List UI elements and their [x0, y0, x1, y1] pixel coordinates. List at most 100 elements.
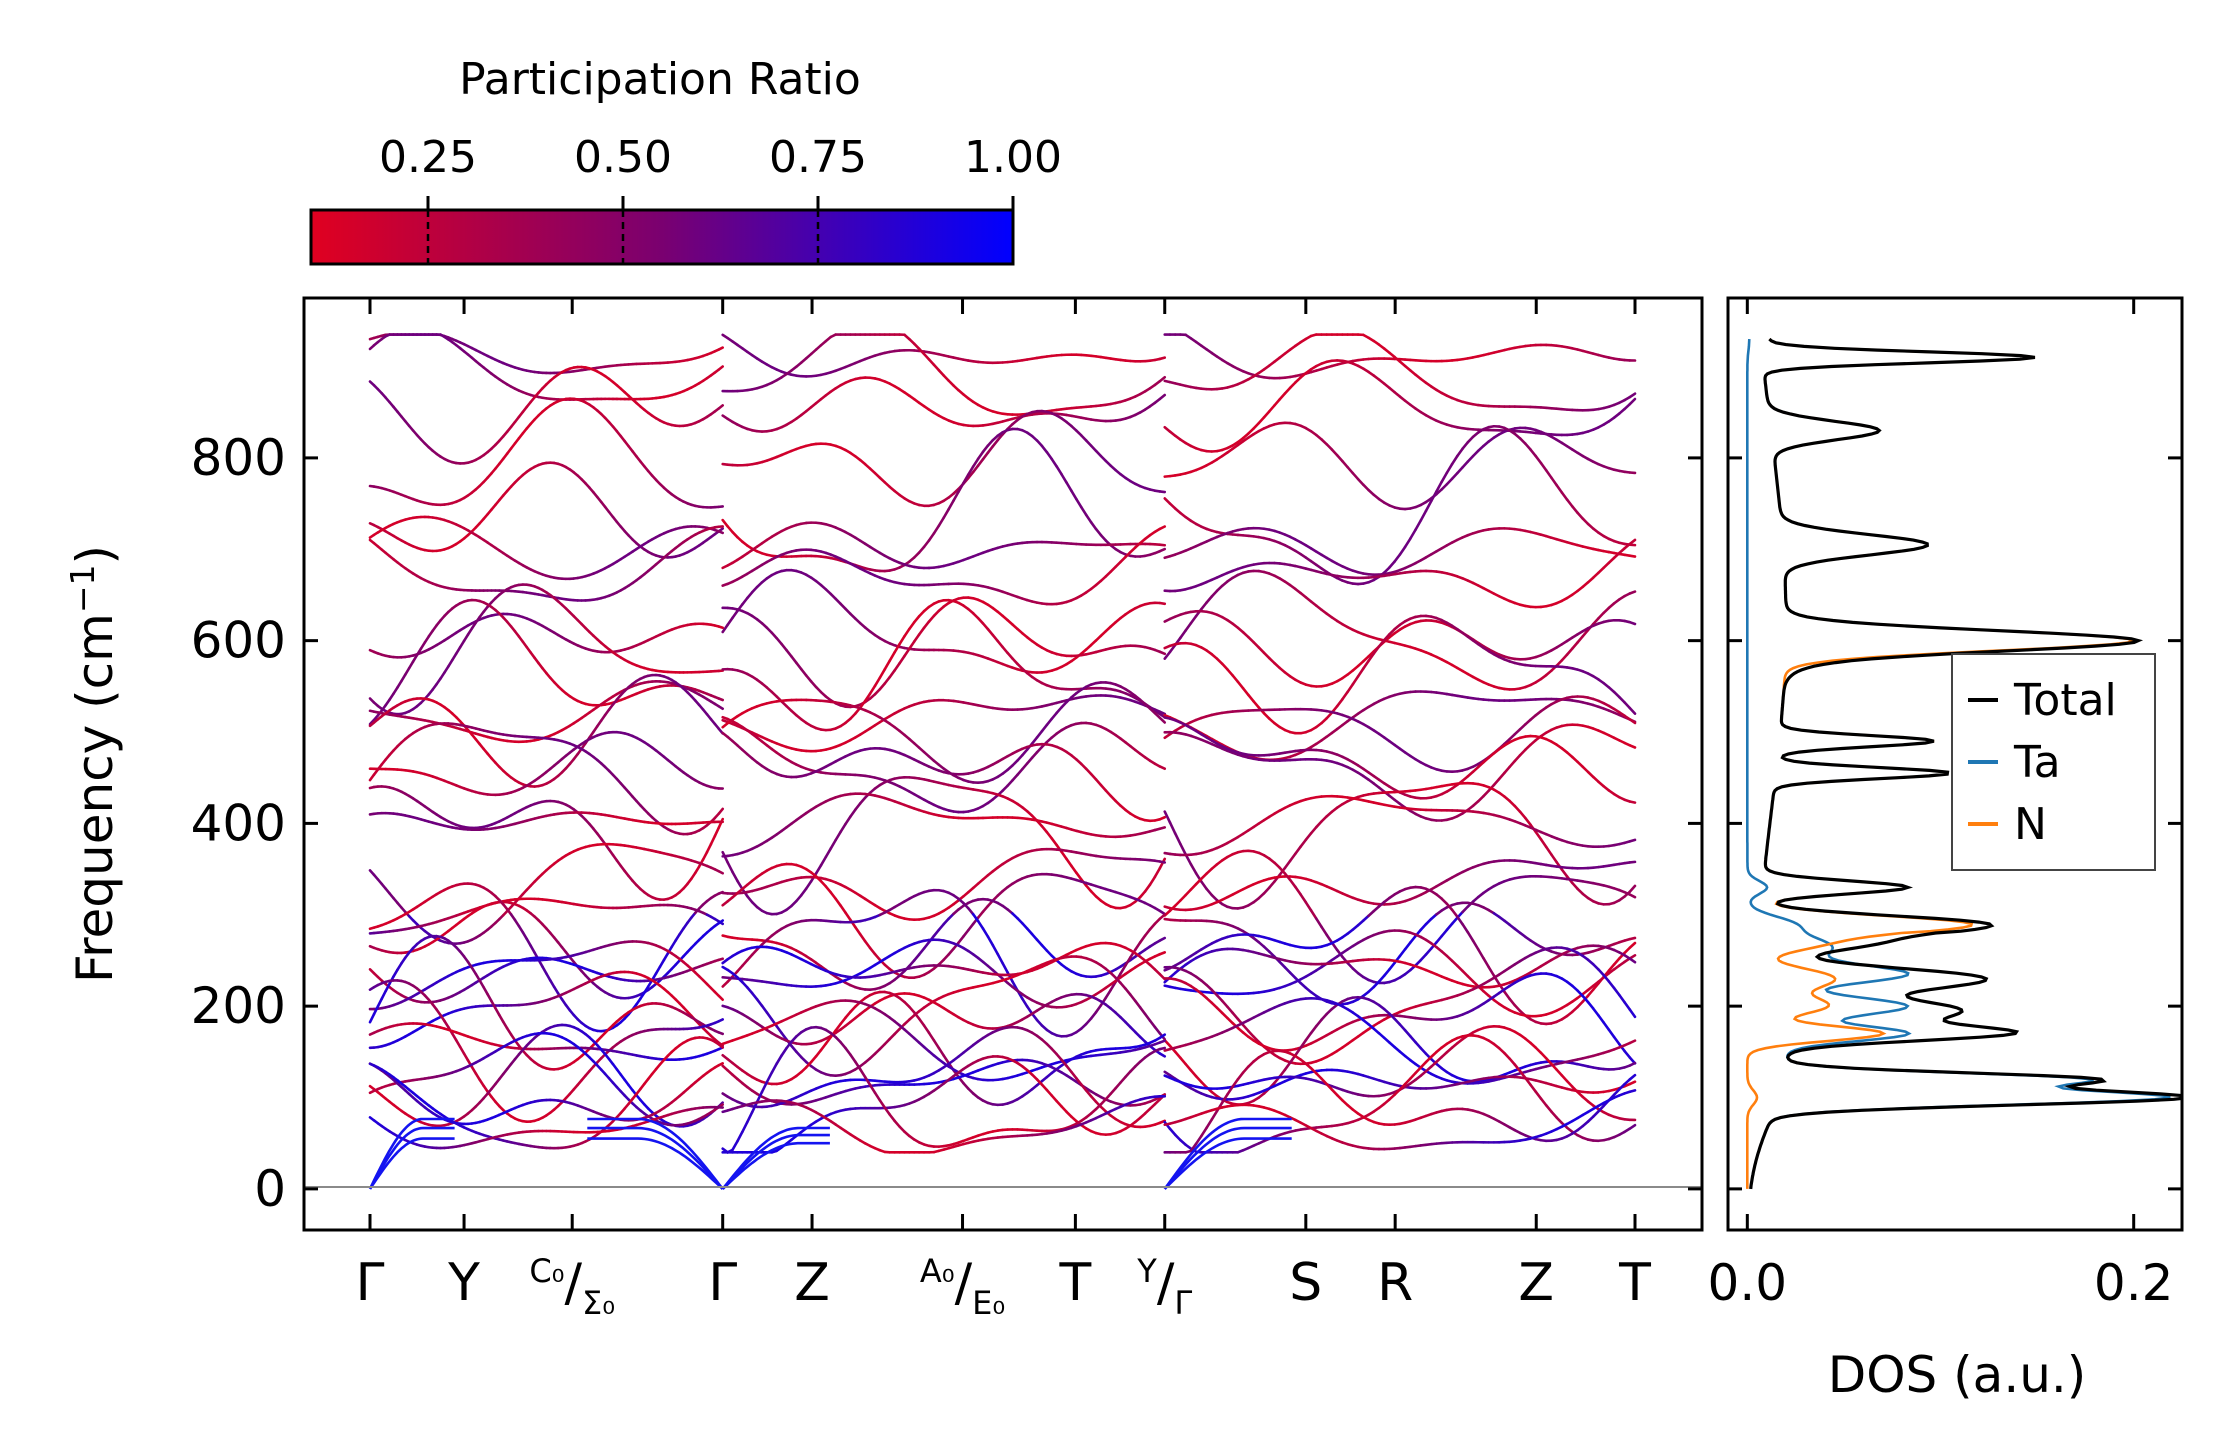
- band-segment: [1445, 922, 1454, 932]
- band-segment: [1294, 845, 1302, 856]
- band-segment: [1461, 440, 1470, 451]
- band-segment: [1299, 838, 1308, 848]
- band-segment: [1045, 717, 1054, 727]
- band-segment: [717, 530, 724, 535]
- band-segment: [947, 499, 955, 511]
- band-segment: [1153, 866, 1162, 879]
- band-segment: [1158, 525, 1167, 531]
- band-segment: [1367, 652, 1376, 663]
- band-segment: [1075, 871, 1083, 881]
- band-segment: [1560, 491, 1569, 501]
- band-segment: [1158, 547, 1167, 553]
- band-segment: [1570, 505, 1579, 515]
- band-segment: [819, 855, 828, 867]
- band-segment: [962, 928, 970, 938]
- band-segment: [1173, 832, 1182, 846]
- band-segment: [986, 445, 995, 454]
- band-segment: [966, 922, 975, 932]
- band-segment: [1403, 537, 1412, 549]
- band-segment: [1628, 718, 1637, 725]
- band-segment: [713, 826, 721, 838]
- band-segment: [1179, 629, 1187, 640]
- band-segment: [1314, 917, 1323, 929]
- band-segment: [731, 609, 739, 620]
- band-segment: [898, 654, 906, 665]
- band-segment: [1045, 450, 1054, 461]
- band-segment: [1060, 473, 1068, 484]
- band-segment: [1148, 875, 1157, 886]
- band-segment: [1325, 933, 1334, 944]
- band-segment: [804, 880, 813, 890]
- band-segment: [1346, 682, 1355, 694]
- band-segment: [1492, 777, 1501, 787]
- band-segment: [1544, 468, 1553, 479]
- band-segment: [898, 635, 906, 646]
- band-segment: [1163, 810, 1172, 824]
- band-segment: [888, 651, 896, 663]
- band-segment: [1278, 392, 1287, 401]
- band-segment: [957, 935, 965, 945]
- band-segment: [942, 508, 950, 520]
- band-segment: [1267, 880, 1276, 890]
- band-segment: [1628, 590, 1637, 595]
- colorbar-tick-label: 0.50: [574, 132, 672, 183]
- band-segment: [717, 625, 724, 630]
- band-segment: [1304, 832, 1313, 842]
- band-segment: [1341, 690, 1349, 701]
- band-segment: [1267, 404, 1276, 413]
- band-segment: [927, 532, 936, 542]
- band-segment: [1544, 845, 1553, 856]
- band-segment: [844, 815, 852, 826]
- band-segment: [932, 524, 941, 535]
- band-segment: [1628, 838, 1637, 843]
- band-segment: [731, 870, 739, 883]
- band-segment: [1539, 461, 1548, 472]
- band-segment: [1070, 489, 1078, 501]
- band-segment: [1065, 481, 1073, 493]
- band-segment: [1158, 601, 1167, 606]
- band-segment: [1529, 448, 1538, 458]
- band-segment: [1035, 729, 1044, 739]
- band-segment: [1628, 884, 1637, 894]
- band-segment: [1497, 771, 1506, 781]
- band-segment: [1523, 442, 1532, 451]
- band-segment: [1158, 857, 1167, 870]
- band-segment: [1283, 859, 1292, 870]
- band-segment: [1335, 453, 1344, 463]
- band-segment: [1445, 462, 1454, 475]
- band-segment: [1158, 650, 1167, 656]
- band-segment: [952, 490, 960, 502]
- band-segment: [839, 822, 847, 834]
- band-segment: [1565, 647, 1574, 656]
- band-segment: [922, 539, 931, 549]
- band-segment: [1143, 883, 1152, 893]
- band-segment: [1518, 810, 1527, 820]
- band-segment: [717, 365, 724, 371]
- band-segment: [717, 869, 724, 875]
- band-segment: [1179, 842, 1187, 856]
- colorbar-title: Participation Ratio: [459, 54, 861, 105]
- colorbar-tick-label: 0.75: [769, 132, 867, 183]
- band-segment: [849, 808, 857, 818]
- band-segment: [1304, 900, 1313, 912]
- band-segment: [721, 518, 729, 528]
- band-segment: [883, 675, 891, 685]
- phonon-bands: [368, 333, 1637, 1190]
- band-segment: [981, 451, 990, 461]
- band-segment: [1030, 736, 1039, 745]
- band-segment: [1158, 710, 1167, 716]
- band-segment: [1419, 509, 1428, 522]
- band-segment: [971, 464, 980, 474]
- band-segment: [1351, 675, 1360, 686]
- band-segment: [1050, 457, 1058, 468]
- band-segment: [1163, 650, 1172, 660]
- band-segment: [1341, 459, 1349, 469]
- band-segment: [1440, 471, 1449, 484]
- band-segment: [1158, 909, 1167, 916]
- band-segment: [854, 925, 862, 936]
- band-segment: [1158, 356, 1167, 361]
- band-segment: [903, 627, 911, 638]
- band-segment: [1158, 543, 1167, 547]
- band-segment: [1361, 659, 1370, 670]
